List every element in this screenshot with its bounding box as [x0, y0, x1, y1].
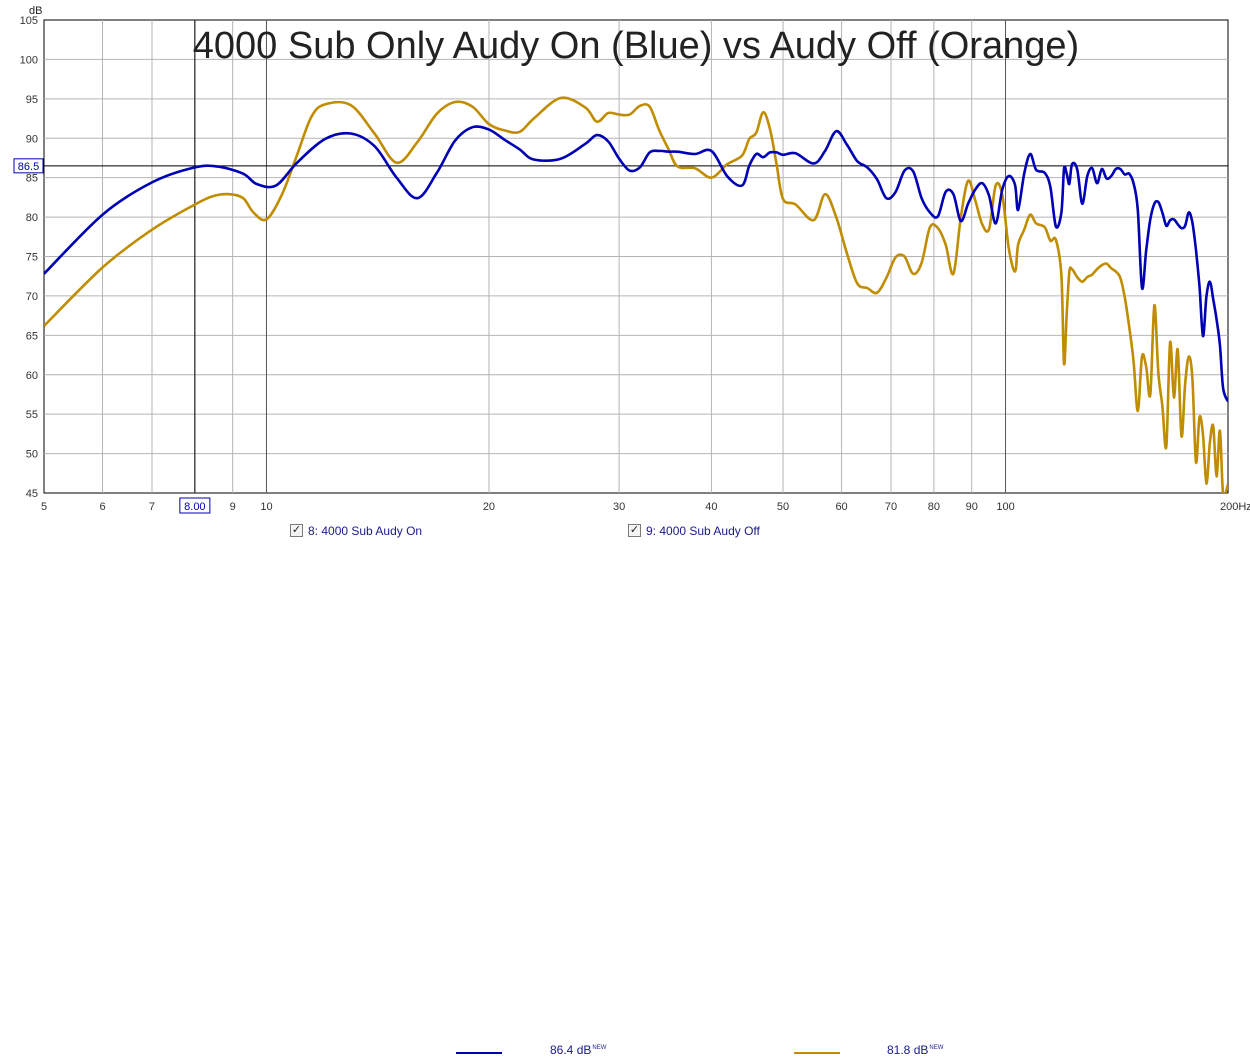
legend-value-text-audy-off: 81.8 dB	[887, 1043, 929, 1057]
legend-value-audy-off: 81.8 dBNEW	[887, 1043, 943, 1057]
x-tick-label: 100	[996, 501, 1014, 513]
x-tick-label: 7	[149, 501, 155, 513]
x-tick-label: 10	[260, 501, 272, 513]
y-tick-label: 95	[26, 94, 38, 106]
y-tick-label: 105	[20, 15, 38, 27]
legend-label-audy-on: 8: 4000 Sub Audy On	[308, 524, 423, 538]
x-tick-label: 5	[41, 501, 47, 513]
legend-value-audy-on: 86.4 dBNEW	[550, 1043, 606, 1057]
x-tick-label: 9	[230, 501, 236, 513]
x-tick-label: 90	[966, 501, 978, 513]
x-tick-labels: 5 6 7 9 10 20 30 40 50 60 70 80 90 100 200Hz	[41, 501, 1250, 513]
y-axis-label: dB	[29, 5, 42, 17]
y-tick-label: 50	[26, 449, 38, 461]
y-tick-labels: 45 50 55 60 65 70 75 80 85 90 95 100 105	[20, 15, 38, 500]
y-tick-label: 80	[26, 212, 38, 224]
x-tick-label: 60	[835, 501, 847, 513]
y-tick-label: 90	[26, 133, 38, 145]
y-tick-label: 70	[26, 291, 38, 303]
x-tick-label: 200Hz	[1220, 501, 1250, 513]
y-tick-label: 45	[26, 488, 38, 500]
cursor-x-label: 8.00	[184, 501, 205, 513]
legend: ✓ 8: 4000 Sub Audy On 86.4 dBNEW ✓ 9: 40…	[0, 519, 1250, 1057]
legend-value-text-audy-on: 86.4 dB	[550, 1043, 592, 1057]
y-tick-label: 85	[26, 173, 38, 185]
x-tick-label: 20	[483, 501, 495, 513]
cursor-crosshair	[44, 20, 1228, 493]
cursor-labels: 8.00 86.5	[13, 158, 211, 514]
y-tick-label: 55	[26, 409, 38, 421]
x-tick-label: 6	[99, 501, 105, 513]
checkbox-audy-on[interactable]: ✓	[290, 524, 303, 537]
cursor-x-label-box	[179, 497, 211, 514]
chart-title: 4000 Sub Only Audy On (Blue) vs Audy Off…	[193, 25, 1079, 67]
x-tick-label: 80	[928, 501, 940, 513]
y-tick-label: 75	[26, 252, 38, 264]
legend-line-audy-on	[456, 1052, 502, 1054]
x-tick-label: 30	[613, 501, 625, 513]
new-badge-audy-on: NEW	[592, 1045, 607, 1051]
x-tick-label: 50	[777, 501, 789, 513]
x-tick-label: 40	[705, 501, 717, 513]
series-layer	[44, 96, 1228, 497]
frequency-response-chart: 4000 Sub Only Audy On (Blue) vs Audy Off…	[13, 5, 1250, 514]
legend-label-audy-off: 9: 4000 Sub Audy Off	[646, 524, 760, 538]
y-tick-label: 100	[20, 54, 38, 66]
series-line-audy-on[interactable]	[44, 125, 1228, 403]
cursor-y-label-box	[13, 158, 44, 174]
cursor-y-label: 86.5	[18, 161, 39, 173]
new-badge-audy-off: NEW	[929, 1045, 944, 1051]
x-tick-label: 70	[885, 501, 897, 513]
series-line-audy-off[interactable]	[44, 96, 1228, 497]
y-tick-label: 65	[26, 330, 38, 342]
y-tick-label: 60	[26, 370, 38, 382]
legend-line-audy-off	[794, 1052, 840, 1054]
checkbox-audy-off[interactable]: ✓	[628, 524, 641, 537]
